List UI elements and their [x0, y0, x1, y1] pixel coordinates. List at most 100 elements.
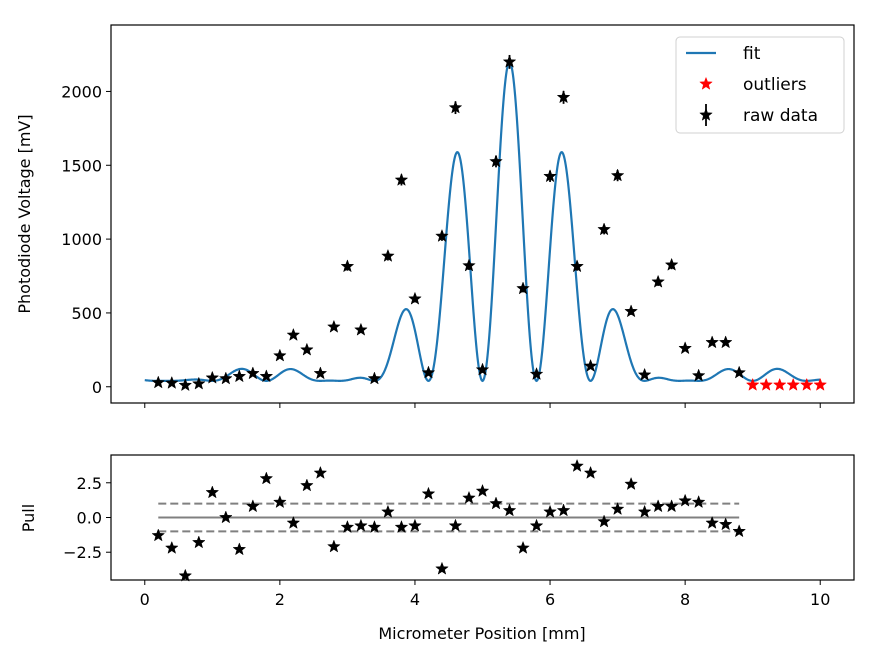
pull-point: [718, 517, 733, 531]
bottom-x-tick-label: 6: [545, 590, 555, 609]
x-axis-label: Micrometer Position [mm]: [378, 624, 585, 643]
legend-box: [675, 36, 845, 134]
bottom-x-tick-label: 10: [810, 590, 830, 609]
raw-data-point: [489, 154, 503, 168]
raw-data-point: [178, 378, 193, 392]
raw-data-point: [367, 371, 382, 385]
raw-data-point: [151, 375, 166, 389]
pull-point: [678, 493, 692, 507]
raw-data-point: [732, 365, 747, 379]
pull-point: [732, 524, 747, 538]
pull-point: [191, 535, 206, 549]
pull-point: [394, 520, 409, 534]
pull-point: [421, 486, 436, 500]
raw-data-point: [462, 258, 476, 272]
raw-data-point: [516, 281, 530, 295]
top-y-tick-label: 2000: [61, 82, 102, 101]
raw-data-point: [408, 291, 422, 305]
raw-data-point: [164, 375, 179, 389]
raw-data-point: [705, 335, 720, 349]
raw-data-point: [340, 259, 355, 273]
bottom-y-tick-label: 0.0: [77, 509, 102, 528]
bottom-x-tick-label: 2: [275, 590, 285, 609]
raw-data-point: [218, 371, 233, 385]
raw-data-point: [475, 362, 490, 376]
pull-point: [354, 518, 368, 532]
pull-point: [570, 458, 584, 472]
bottom-y-tick-label: −2.5: [63, 543, 102, 562]
bottom-plot-area: [151, 458, 747, 582]
top-y-tick-label: 500: [71, 304, 102, 323]
outlier-point: [813, 377, 828, 391]
pull-point: [313, 465, 328, 479]
pull-point: [624, 476, 638, 491]
pull-point: [583, 465, 598, 479]
top-y-tick-label: 1000: [61, 230, 102, 249]
raw-data-point: [354, 322, 368, 336]
top-panel: 0 500 1000 1500 2000 Photodiode Voltage [mV]…: [15, 24, 855, 408]
pull-point: [381, 504, 395, 518]
outlier-point: [786, 377, 801, 391]
pull-point: [178, 568, 193, 582]
pull-point: [597, 514, 611, 528]
pull-point: [705, 515, 720, 529]
raw-data-point: [313, 366, 328, 380]
outlier-point: [759, 377, 774, 391]
raw-data-point: [381, 248, 395, 262]
pull-point: [516, 540, 530, 554]
pull-point: [232, 542, 247, 556]
raw-data-point: [286, 327, 301, 341]
raw-data-point: [232, 369, 247, 383]
legend-raw-swatch: [699, 107, 713, 121]
raw-data-point: [570, 259, 584, 273]
pull-point: [286, 515, 301, 529]
raw-data-point: [691, 368, 706, 382]
outlier-point: [799, 377, 814, 391]
pull-point: [164, 540, 179, 554]
bottom-y-tick-label: 2.5: [77, 474, 102, 493]
pull-point: [408, 518, 422, 532]
raw-data-point: [556, 90, 571, 104]
pull-point: [327, 539, 341, 553]
pull-point: [245, 499, 260, 513]
pull-point: [367, 520, 382, 534]
top-plot-area: [144, 54, 828, 392]
raw-data-point: [421, 365, 436, 379]
raw-data-point: [327, 319, 341, 333]
raw-data-point: [664, 257, 679, 271]
raw-data-point: [583, 358, 598, 372]
raw-data-point: [205, 370, 220, 384]
pull-point: [273, 495, 287, 509]
bottom-x-tick-label: 4: [410, 590, 420, 609]
pull-point: [475, 483, 490, 497]
legend: fit outliers raw data: [675, 36, 845, 134]
pull-point: [462, 490, 476, 504]
pull-point: [502, 503, 517, 517]
pull-point: [543, 504, 557, 518]
legend-raw-label: raw data: [743, 106, 818, 126]
raw-data-point: [624, 304, 638, 318]
raw-data-point: [637, 367, 652, 381]
raw-data-point: [245, 366, 260, 380]
bottom-ticks: 0 2 4 6 8 10 2.5 0.0 −2.5: [63, 474, 830, 609]
pull-point: [664, 499, 679, 513]
fit-curve: [144, 60, 821, 383]
pull-point: [556, 503, 571, 517]
pull-point: [489, 496, 503, 510]
pull-point: [151, 528, 166, 542]
raw-data-point: [502, 54, 517, 68]
top-y-tick-label: 0: [92, 378, 102, 397]
raw-data-point: [610, 168, 625, 182]
pull-point: [691, 495, 706, 509]
outlier-point: [772, 377, 787, 391]
pull-point: [340, 520, 355, 534]
pull-point: [300, 478, 314, 492]
raw-data-point: [543, 169, 557, 183]
bottom-panel: 0 2 4 6 8 10 2.5 0.0 −2.5 Pull Micrometer Positi…: [19, 454, 855, 643]
pull-point: [435, 561, 449, 575]
top-axes-frame: [110, 24, 855, 404]
legend-outliers-label: outliers: [743, 75, 807, 95]
raw-data-point: [597, 222, 611, 236]
bottom-y-axis-label: Pull: [19, 504, 38, 532]
